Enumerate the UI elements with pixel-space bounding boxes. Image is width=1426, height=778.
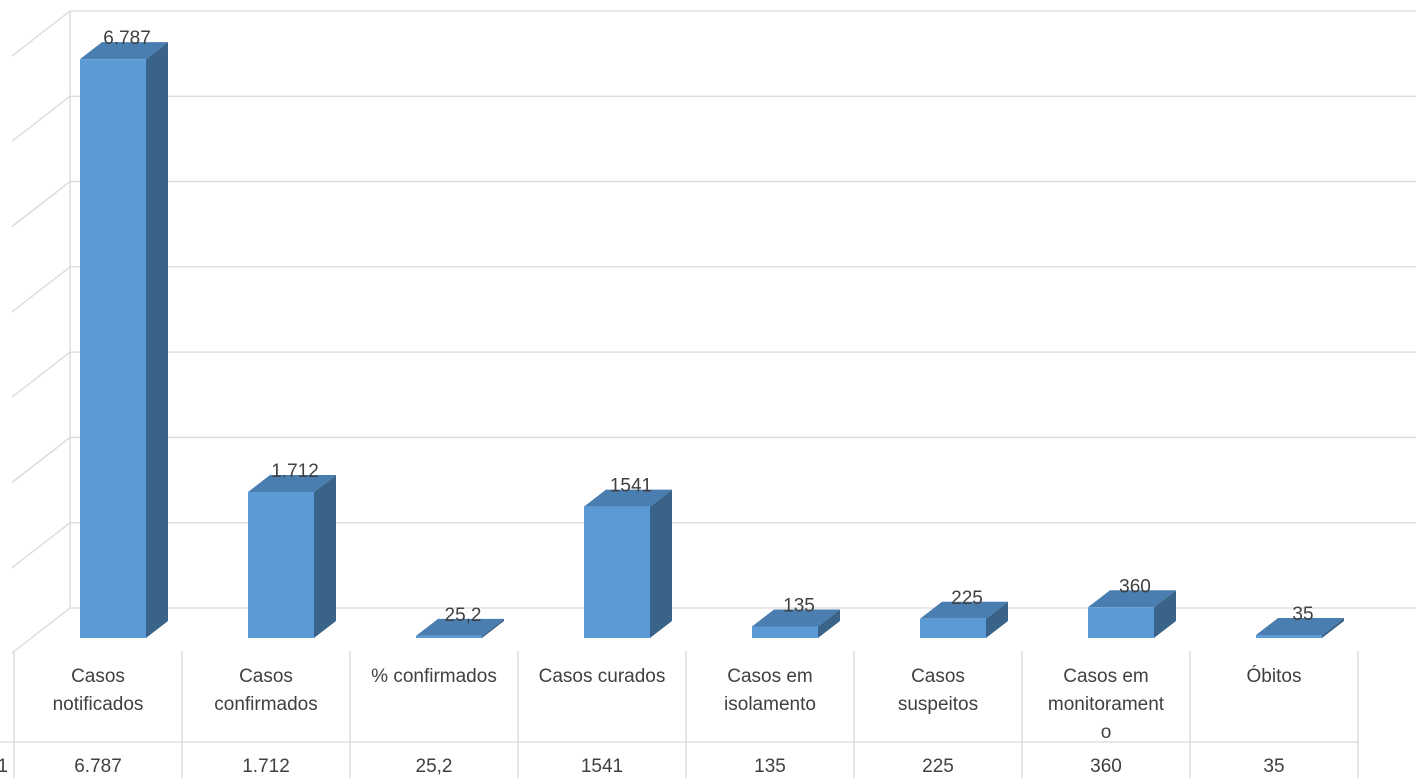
bar-side (986, 601, 1008, 638)
data-label: 35 (1292, 604, 1313, 625)
category-label: Casos confirmados (214, 666, 318, 715)
category-label: % confirmados (371, 666, 497, 687)
data-label: 6.787 (103, 28, 151, 49)
data-label: 225 (951, 588, 983, 609)
data-label: 1.712 (271, 461, 319, 482)
bar: 135 (752, 595, 840, 638)
gridline-depth (11, 436, 71, 483)
bar: 35 (1256, 604, 1344, 638)
bar: 225 (920, 588, 1008, 638)
bar: 1.712 (248, 461, 336, 638)
category-label: Casos curados (539, 666, 666, 687)
bar-top (80, 42, 168, 60)
table-row-marker: 1 (0, 756, 8, 777)
table-value: 1.712 (242, 756, 290, 777)
category-label: Casos em isolamento (724, 666, 816, 715)
gridline-depth (11, 10, 71, 57)
category-label: Casos notificados (53, 666, 144, 715)
gridlines (11, 10, 1416, 654)
bar-side (314, 474, 336, 638)
table-value: 1541 (581, 756, 623, 777)
gridline-depth (11, 95, 71, 142)
bar-top (1088, 590, 1176, 608)
data-label: 1541 (610, 476, 652, 497)
gridline-depth (11, 351, 71, 398)
category-label: Óbitos (1247, 665, 1302, 687)
bar-top (416, 618, 504, 636)
table-value: 225 (922, 756, 954, 777)
data-label: 135 (783, 595, 815, 616)
bar-side (1322, 618, 1344, 638)
table-value: 360 (1090, 756, 1122, 777)
bar-side (146, 42, 168, 639)
table-value: 25,2 (416, 756, 453, 777)
bar-side (818, 609, 840, 638)
table-value: 35 (1263, 756, 1284, 777)
category-label: Casos suspeitos (898, 666, 978, 715)
bar-top (1256, 618, 1344, 636)
bars: 6.787 1.712 25,2 1541 135 225 360 35 (80, 28, 1344, 639)
bar: 6.787 (80, 28, 168, 639)
bar-front (248, 491, 314, 638)
data-label: 360 (1119, 576, 1151, 597)
gridline-depth (11, 266, 71, 313)
table-value: 135 (754, 756, 786, 777)
bar-top (920, 601, 1008, 619)
bar-front (1088, 607, 1154, 638)
gridline-depth (11, 522, 71, 569)
bar-front (80, 59, 146, 639)
bar-top (752, 609, 840, 627)
category-label: Casos em monitorament o (1048, 666, 1165, 743)
gridline-depth (11, 181, 71, 228)
bar: 360 (1088, 576, 1176, 638)
bar-front (584, 506, 650, 638)
table-value: 6.787 (74, 756, 122, 777)
bar-front (416, 635, 482, 638)
bar-top (584, 489, 672, 507)
data-label: 25,2 (445, 605, 482, 626)
bar-side (1154, 590, 1176, 638)
bar-side (482, 618, 504, 638)
gridline-depth (11, 607, 71, 654)
bar: 25,2 (416, 605, 504, 638)
bar-front (752, 626, 818, 638)
bar-top (248, 474, 336, 492)
data-table: Casos notificados 6.787 Casos confirmados 1.7… (0, 651, 1359, 778)
bar-front (920, 618, 986, 638)
bar-side (650, 489, 672, 638)
bar: 1541 (584, 476, 672, 638)
bar-front (1256, 635, 1322, 638)
